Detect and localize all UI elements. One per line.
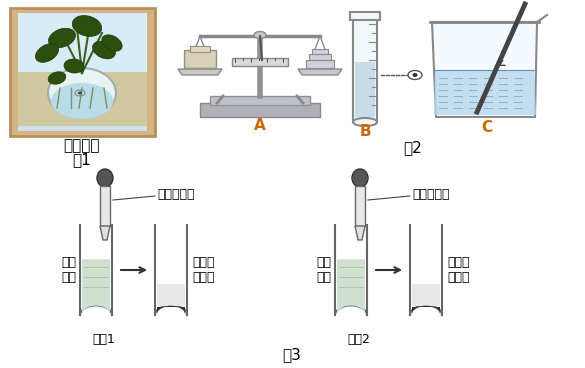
Text: 碳酸钠溶液: 碳酸钠溶液 [157,188,194,201]
FancyBboxPatch shape [309,54,331,60]
FancyBboxPatch shape [350,12,380,20]
FancyBboxPatch shape [412,283,440,306]
Ellipse shape [48,68,116,118]
FancyBboxPatch shape [10,8,155,136]
Text: 实验2: 实验2 [347,333,370,346]
Text: 无土栽培: 无土栽培 [64,138,100,153]
Ellipse shape [352,169,368,187]
Text: 图2: 图2 [404,141,422,156]
Ellipse shape [51,83,113,119]
FancyBboxPatch shape [100,186,110,226]
Ellipse shape [73,15,102,36]
Polygon shape [410,225,442,315]
Polygon shape [100,226,110,240]
Polygon shape [155,225,187,315]
Polygon shape [298,69,342,75]
FancyBboxPatch shape [210,96,310,105]
Ellipse shape [49,28,75,48]
FancyBboxPatch shape [306,60,334,68]
Polygon shape [80,225,112,315]
Text: 图3: 图3 [283,347,301,362]
FancyBboxPatch shape [232,58,288,66]
Polygon shape [355,226,365,240]
Text: 原营
养液: 原营 养液 [61,256,76,284]
Text: A: A [254,117,266,132]
Ellipse shape [92,41,115,59]
Ellipse shape [36,44,59,62]
Ellipse shape [102,35,122,51]
Polygon shape [335,225,367,315]
Polygon shape [432,22,537,117]
FancyBboxPatch shape [184,50,216,68]
Text: C: C [481,120,493,134]
FancyBboxPatch shape [18,72,147,126]
FancyBboxPatch shape [353,17,377,122]
Ellipse shape [254,32,266,39]
FancyBboxPatch shape [157,283,185,306]
FancyBboxPatch shape [355,62,375,117]
Ellipse shape [78,92,82,95]
Polygon shape [82,259,110,314]
Text: 原营
养液: 原营 养液 [316,256,331,284]
Polygon shape [178,69,222,75]
Polygon shape [337,259,365,314]
Ellipse shape [408,71,422,79]
Text: 生成白
色沉淀: 生成白 色沉淀 [447,256,470,284]
FancyBboxPatch shape [312,49,328,54]
FancyBboxPatch shape [355,186,365,226]
Polygon shape [434,70,536,115]
Polygon shape [412,306,440,314]
FancyBboxPatch shape [18,13,147,77]
Ellipse shape [412,73,418,77]
FancyBboxPatch shape [190,46,210,52]
Text: 硝酸银溶液: 硝酸银溶液 [412,188,449,201]
FancyBboxPatch shape [18,13,147,131]
Ellipse shape [48,72,66,84]
Polygon shape [157,306,185,314]
Ellipse shape [353,118,377,126]
Ellipse shape [64,59,84,73]
Text: 实验1: 实验1 [92,333,115,346]
Text: 生成白
色沉淀: 生成白 色沉淀 [192,256,215,284]
Text: B: B [359,124,371,139]
FancyBboxPatch shape [200,103,320,117]
Ellipse shape [97,169,113,187]
Text: 图1: 图1 [73,152,91,167]
